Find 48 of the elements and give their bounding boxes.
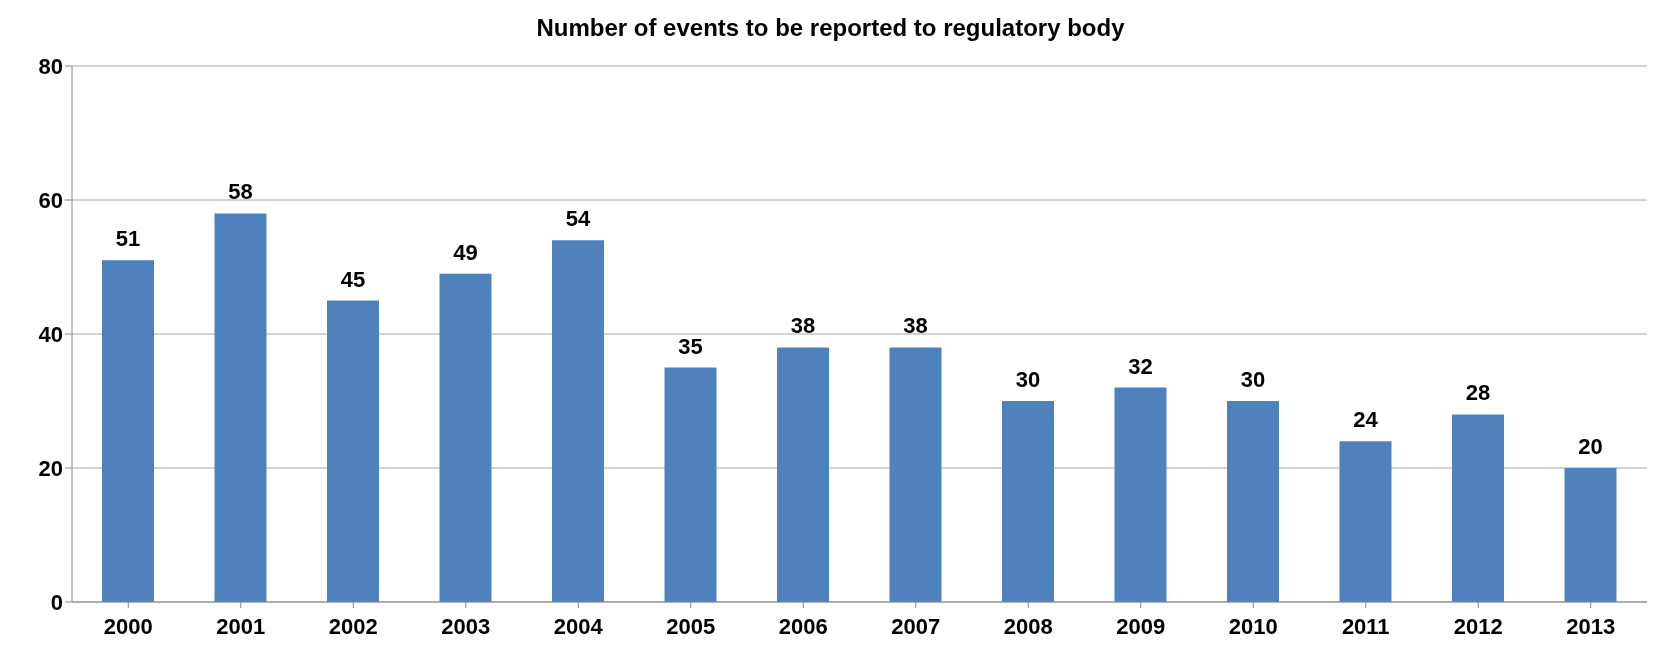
- data-label: 35: [678, 333, 703, 359]
- bar: [1452, 414, 1504, 602]
- bar: [1002, 401, 1054, 602]
- y-tick-label: 40: [38, 321, 63, 347]
- data-label: 58: [228, 179, 253, 205]
- y-tick-label: 60: [38, 187, 63, 213]
- y-tick-label: 0: [50, 589, 63, 615]
- x-tick-label: 2007: [891, 613, 941, 639]
- data-label: 30: [1240, 367, 1266, 392]
- bar: [1339, 441, 1392, 602]
- y-tick-label: 20: [38, 455, 63, 481]
- bar: [1564, 468, 1617, 602]
- data-label: 49: [453, 239, 478, 265]
- x-tick-label: 2001: [216, 613, 266, 639]
- data-label: 28: [1465, 380, 1491, 406]
- data-label: 32: [1128, 353, 1153, 379]
- bar: [1114, 387, 1167, 602]
- x-tick-label: 2013: [1566, 613, 1616, 639]
- data-label: 54: [565, 206, 591, 232]
- x-tick-label: 2002: [328, 613, 378, 639]
- data-label: 38: [790, 313, 816, 339]
- data-label: 20: [1578, 434, 1603, 459]
- bar: [214, 213, 267, 602]
- x-tick-label: 2012: [1453, 613, 1503, 639]
- x-tick-label: 2004: [553, 613, 604, 639]
- bar: [327, 300, 379, 602]
- x-tick-label: 2003: [441, 613, 491, 639]
- data-label: 30: [1015, 367, 1041, 392]
- data-label: 24: [1353, 407, 1379, 433]
- bar: [102, 260, 154, 602]
- data-label: 51: [115, 226, 141, 252]
- x-tick-label: 2008: [1003, 613, 1053, 639]
- x-tick-label: 2005: [666, 613, 716, 639]
- data-label: 45: [340, 266, 366, 292]
- bar: [1227, 401, 1279, 602]
- data-label: 38: [903, 313, 928, 339]
- x-tick-label: 2010: [1228, 613, 1278, 639]
- x-tick-label: 2000: [103, 613, 153, 639]
- chart-title: Number of events to be reported to regulatory body: [536, 14, 1125, 41]
- bar: [664, 367, 717, 602]
- x-tick-label: 2011: [1341, 613, 1390, 639]
- y-tick-label: 80: [38, 53, 63, 79]
- bar: [777, 347, 829, 602]
- bar: [889, 347, 942, 602]
- bar: [552, 240, 604, 602]
- x-tick-label: 2006: [778, 613, 828, 639]
- x-tick-label: 2009: [1116, 613, 1166, 639]
- bar: [439, 273, 492, 602]
